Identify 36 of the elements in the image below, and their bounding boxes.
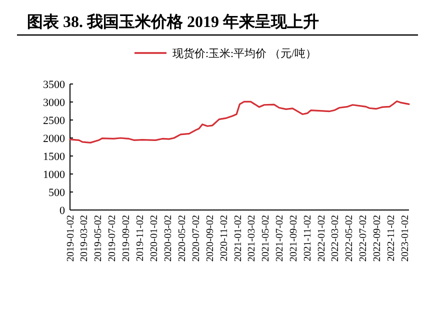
y-tick-label: 500	[48, 187, 66, 199]
x-tick-label: 2021-09-02	[288, 215, 300, 262]
x-tick-label: 2019-07-02	[106, 215, 118, 262]
x-tick-label: 2022-05-02	[344, 215, 356, 262]
legend-label: 现货价:玉米:平均价 （元/吨）	[172, 47, 316, 60]
x-tick-label: 2020-09-02	[204, 215, 216, 262]
y-tick-label: 3500	[43, 79, 66, 91]
x-tick-label: 2019-03-02	[79, 215, 90, 262]
x-tick-label: 2019-11-02	[135, 215, 146, 262]
x-tick-label: 2019-09-02	[121, 215, 132, 262]
x-tick-label: 2020-07-02	[190, 215, 202, 262]
x-tick-label: 2020-01-02	[149, 215, 160, 262]
x-tick-label: 2023-01-02	[400, 215, 412, 262]
y-tick-label: 2500	[43, 115, 66, 127]
x-tick-label: 2019-01-02	[66, 215, 76, 262]
x-tick-label: 2022-11-02	[386, 215, 398, 262]
x-tick-label: 2020-05-02	[176, 215, 188, 262]
line-series	[69, 100, 410, 144]
y-tick-label: 1500	[43, 151, 66, 163]
x-tick-label: 2022-03-02	[330, 215, 342, 262]
x-tick-label: 2022-07-02	[358, 215, 369, 262]
y-tick-label: 3000	[43, 97, 66, 109]
y-tick-label: 0	[60, 205, 66, 217]
chart-title: 图表 38. 我国玉米价格 2019 年来呈现上升	[27, 13, 319, 31]
y-tick-label: 1000	[43, 169, 66, 181]
x-tick-label: 2021-01-02	[232, 215, 244, 262]
x-tick-label: 2020-03-02	[162, 215, 174, 262]
x-tick-label: 2022-09-02	[372, 215, 384, 262]
x-tick-label: 2020-11-02	[218, 215, 230, 262]
x-tick-label: 2021-05-02	[260, 215, 272, 262]
x-tick-label: 2019-05-02	[92, 215, 104, 262]
x-tick-label: 2021-11-02	[302, 215, 314, 262]
x-tick-label: 2021-07-02	[274, 215, 286, 262]
y-tick-label: 2000	[43, 133, 66, 145]
x-tick-label: 2022-01-02	[316, 215, 328, 262]
x-tick-label: 2021-03-02	[246, 215, 258, 262]
